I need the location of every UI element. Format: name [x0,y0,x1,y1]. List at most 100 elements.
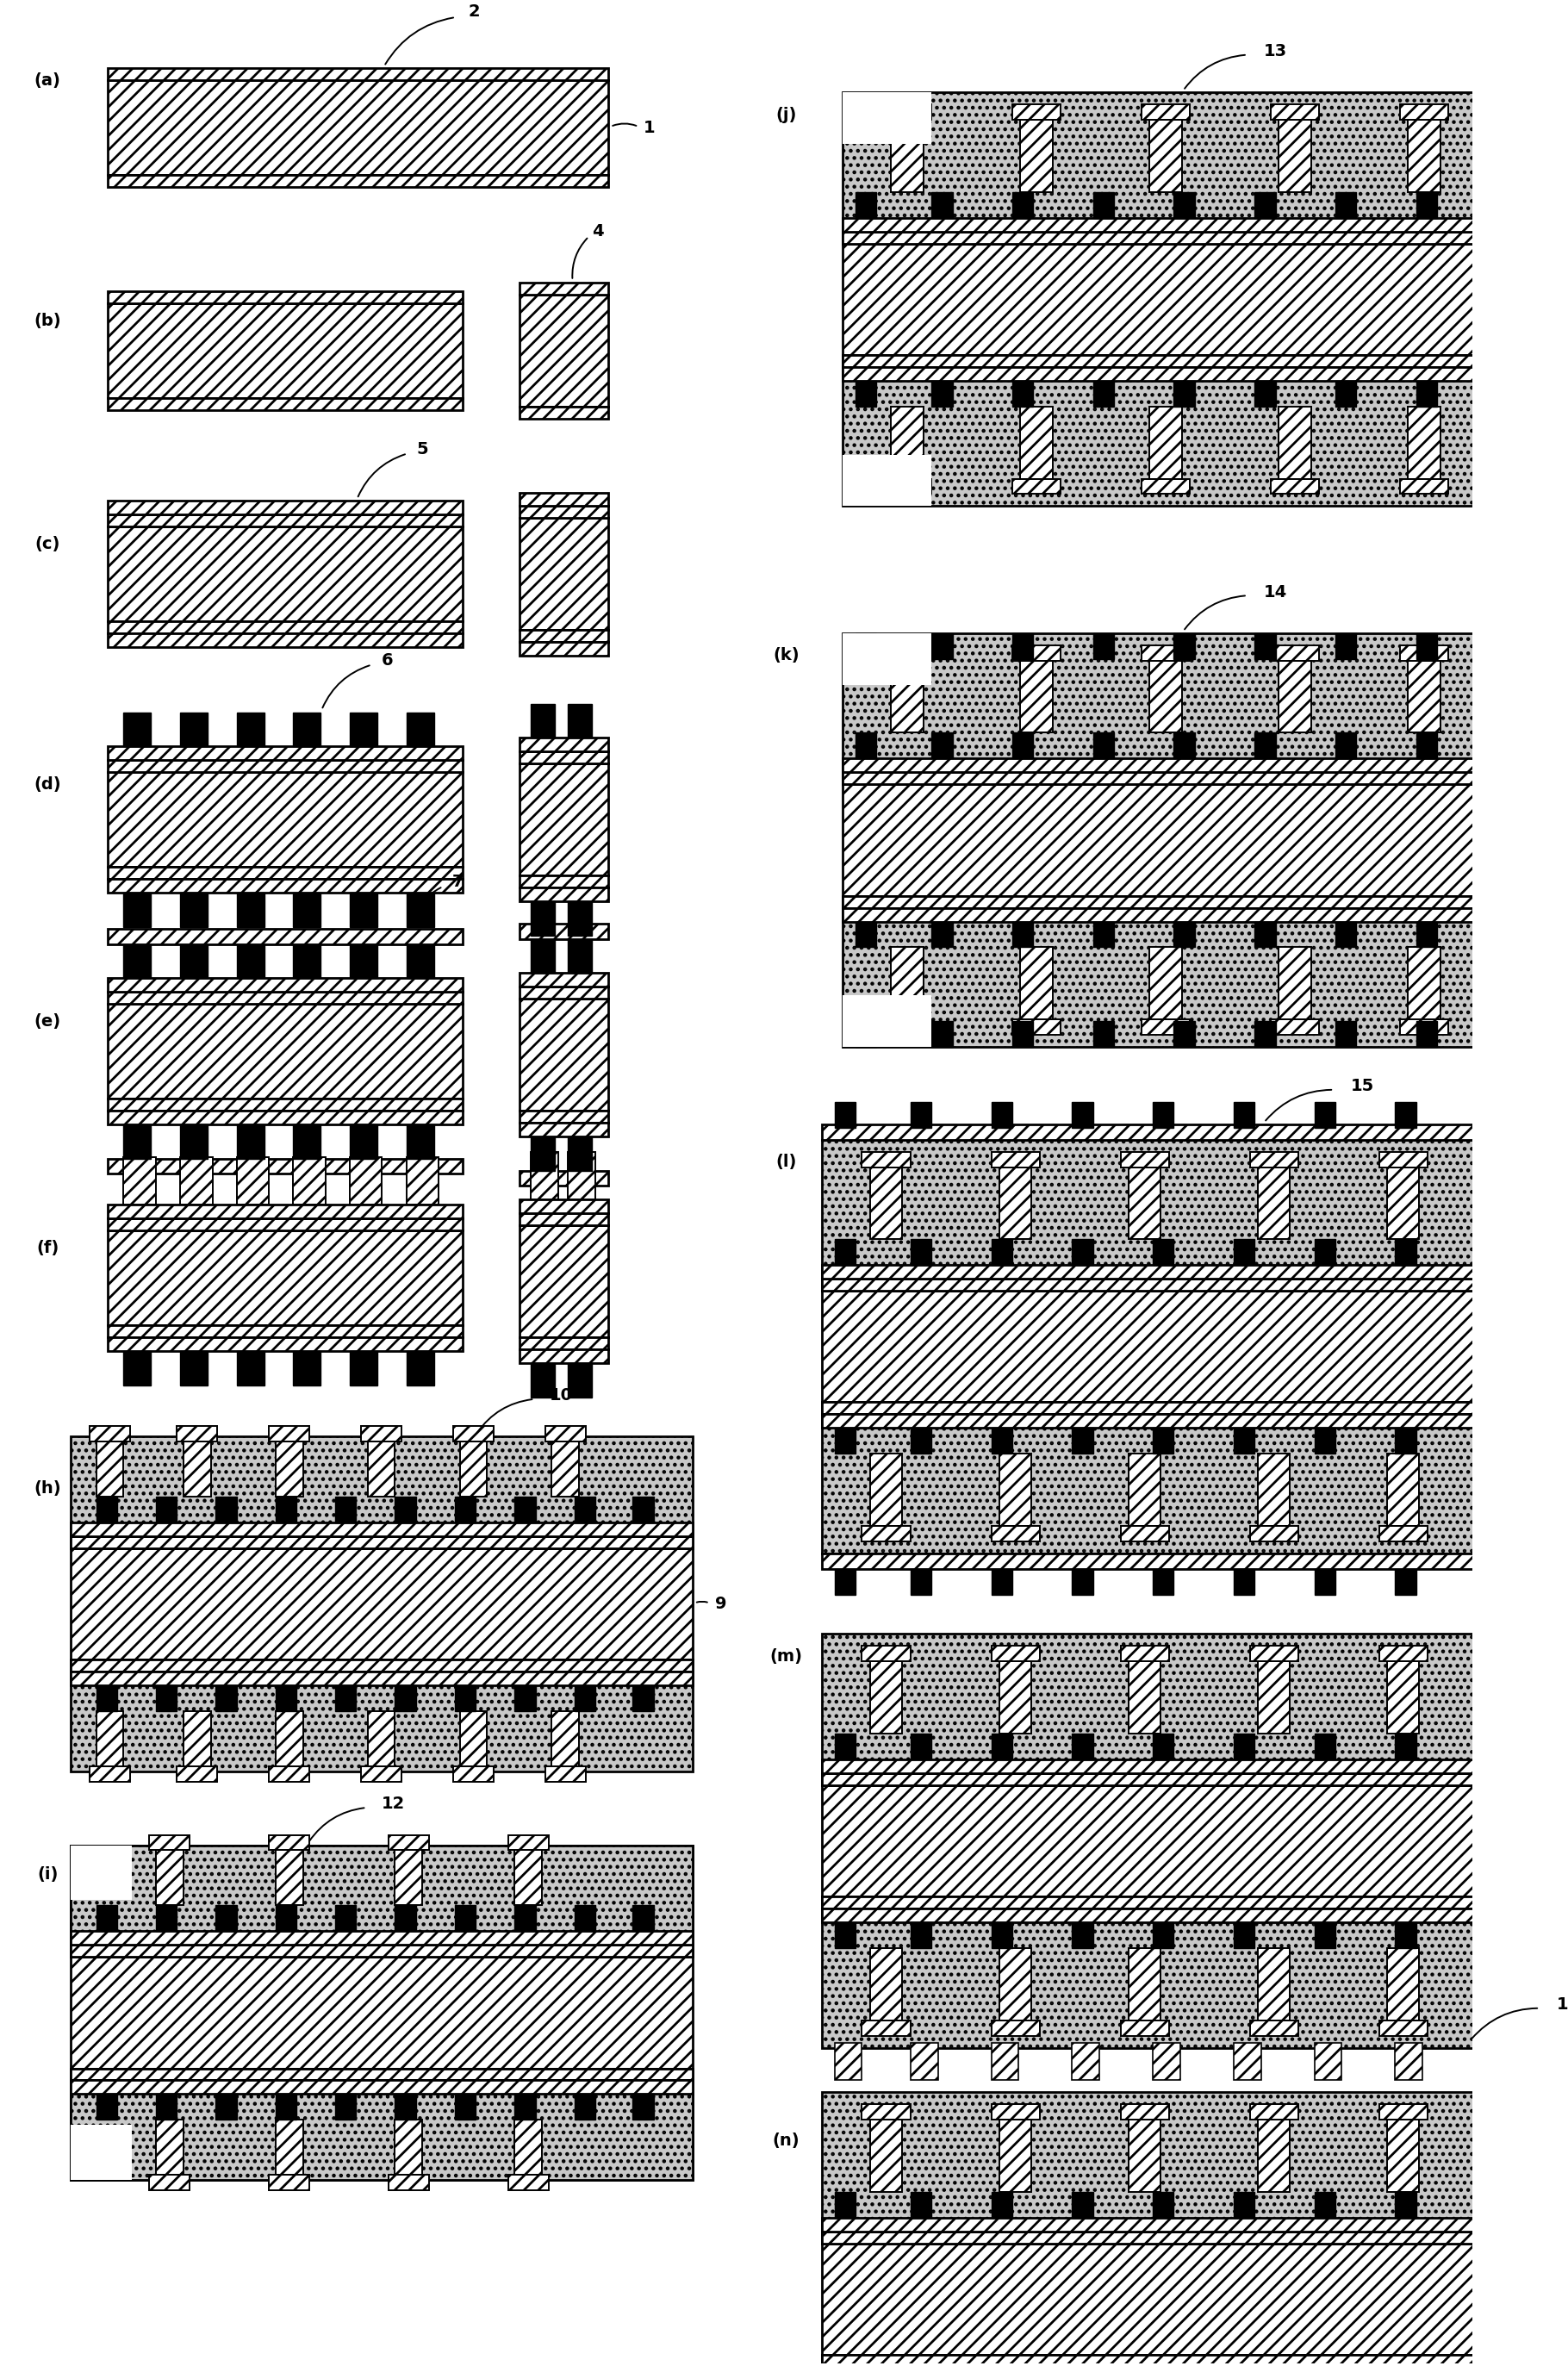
Bar [1021,407,1052,478]
Bar [1013,646,1060,660]
Bar [991,2103,1040,2120]
Bar [822,1554,1557,1569]
Bar [1388,1166,1419,1240]
Bar [870,1661,902,1734]
Bar [519,887,608,901]
Bar [822,2217,1557,2231]
Bar [519,1200,608,1214]
Bar [361,1427,401,1441]
Bar [1475,1734,1497,1760]
Bar [856,923,877,946]
Bar [1416,634,1438,660]
Bar [1279,407,1311,478]
Bar [1073,1240,1093,1266]
Bar [568,1363,593,1396]
Bar [931,381,952,407]
Bar [108,291,463,303]
Text: 15: 15 [1352,1079,1374,1095]
Bar [1093,634,1113,660]
Bar [1013,104,1060,121]
Bar [1149,121,1182,192]
Bar [891,407,924,478]
Bar [89,1765,130,1782]
Bar [1234,1429,1254,1453]
Bar [834,1240,856,1266]
Bar [546,1427,586,1441]
Bar [108,80,608,175]
Bar [999,1947,1032,2021]
Bar [1475,1569,1497,1595]
Bar [519,492,608,506]
Text: 7: 7 [452,873,464,890]
Bar [991,1569,1013,1595]
Bar [1475,1429,1497,1453]
Text: 9: 9 [715,1595,726,1611]
Bar [1388,2120,1419,2191]
Bar [514,1498,536,1521]
Bar [455,1905,475,1931]
Bar [180,892,207,927]
Bar [1152,1924,1174,1947]
Bar [1475,1924,1497,1947]
Bar [216,2094,237,2120]
Bar [870,1453,902,1526]
Bar [991,1647,1040,1661]
Bar [293,944,321,977]
Bar [519,296,608,407]
Bar [108,977,463,991]
Bar [124,1351,151,1384]
Bar [1013,733,1033,759]
Bar [870,1166,902,1240]
Bar [834,2191,856,2217]
Bar [856,1022,877,1046]
Bar [367,1441,395,1498]
Text: 16: 16 [1557,1997,1568,2013]
Bar [1396,1734,1416,1760]
Bar [842,897,1521,909]
Text: 14: 14 [1264,584,1287,601]
Bar [991,1734,1013,1760]
Bar [999,1661,1032,1734]
Bar [1314,1240,1336,1266]
Bar [155,1498,177,1521]
Bar [108,303,463,397]
Bar [1129,1947,1160,2021]
Bar [1129,1661,1160,1734]
Bar [530,1152,558,1200]
Bar [856,381,877,407]
Bar [1073,1924,1093,1947]
Bar [108,634,463,646]
Bar [842,218,1521,232]
Bar [71,1521,693,1536]
Text: (c): (c) [34,535,60,551]
Bar [1396,2042,1422,2080]
Bar [276,1685,296,1711]
Bar [1396,1103,1416,1129]
Bar [1093,381,1113,407]
Bar [1314,2191,1336,2217]
Bar [1270,646,1319,660]
Bar [1174,1022,1195,1046]
Bar [999,1166,1032,1240]
Bar [514,1685,536,1711]
Bar [1121,2103,1168,2120]
Bar [519,1226,608,1337]
Bar [519,1171,608,1185]
Bar [519,923,608,939]
Bar [842,232,1521,244]
Bar [350,944,378,977]
Bar [1475,2042,1504,2080]
Bar [883,1020,931,1034]
Bar [1152,1429,1174,1453]
Bar [842,367,1521,381]
Bar [883,104,931,121]
Text: (l): (l) [776,1155,797,1171]
Bar [1234,2042,1261,2080]
Bar [96,1441,124,1498]
Bar [108,866,463,878]
Bar [1073,1734,1093,1760]
Bar [1234,1569,1254,1595]
Bar [568,939,593,972]
Bar [293,1124,321,1159]
Bar [991,2042,1019,2080]
